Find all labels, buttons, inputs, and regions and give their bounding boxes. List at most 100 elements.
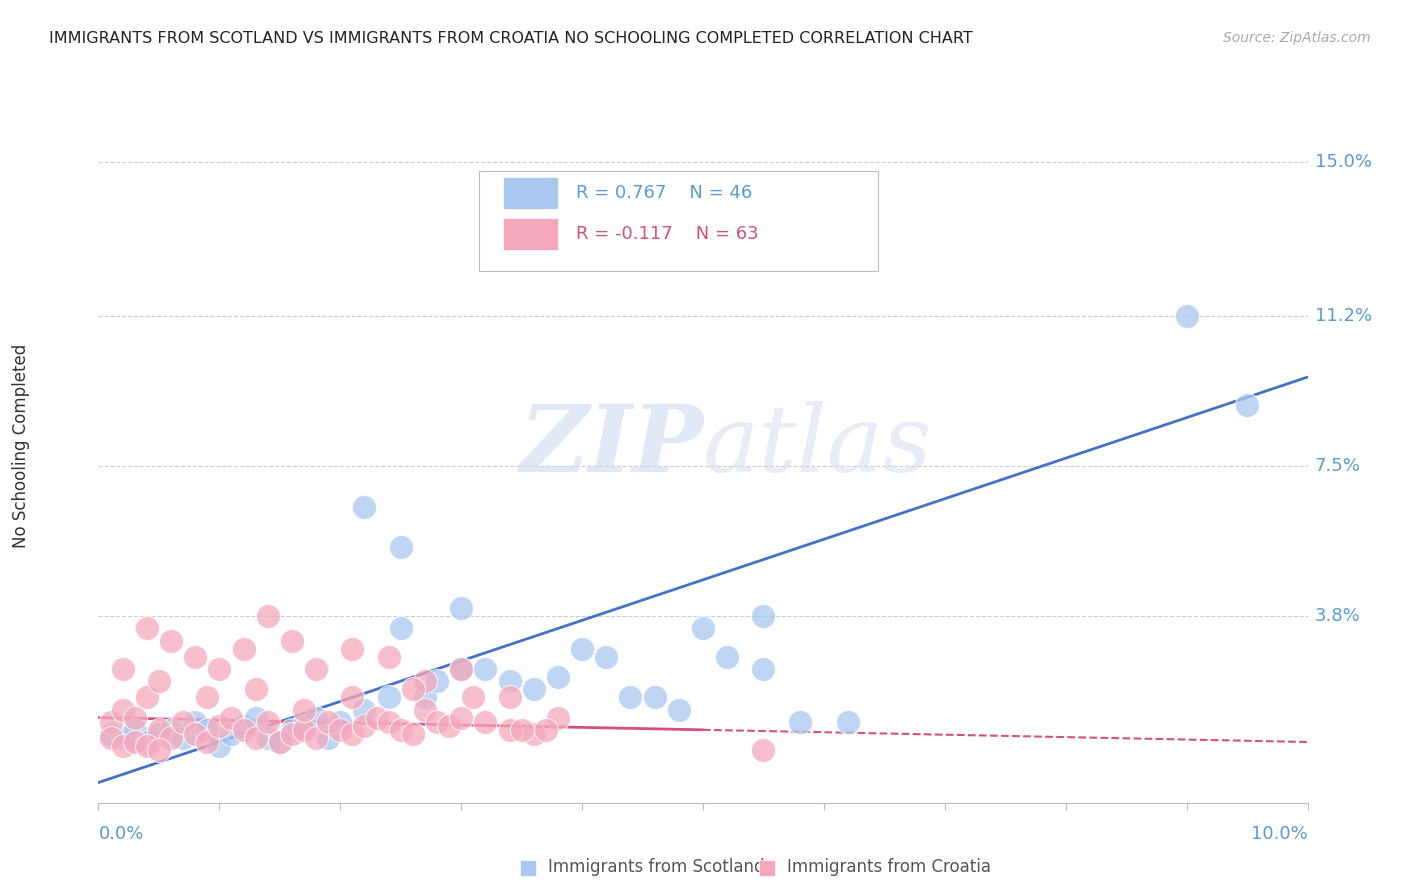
Point (353, 702, 375, 716)
Point (510, 723, 533, 737)
Text: 10.0%: 10.0% (1251, 825, 1308, 843)
Point (534, 723, 557, 737)
Point (245, 731, 267, 745)
Point (111, 662, 134, 676)
Text: atlas: atlas (703, 401, 932, 491)
Point (100, 731, 122, 745)
Text: IMMIGRANTS FROM SCOTLAND VS IMMIGRANTS FROM CROATIA NO SCHOOLING COMPLETED CORRE: IMMIGRANTS FROM SCOTLAND VS IMMIGRANTS F… (49, 31, 973, 46)
Point (269, 735, 291, 749)
Point (245, 682, 267, 697)
Point (426, 714, 449, 729)
Point (342, 690, 364, 705)
Point (450, 601, 472, 615)
Point (245, 711, 267, 725)
Point (256, 731, 278, 745)
Point (752, 662, 775, 676)
Point (256, 714, 278, 729)
Point (135, 735, 157, 749)
Point (281, 633, 304, 648)
Point (789, 714, 811, 729)
Point (450, 662, 472, 676)
Point (389, 622, 412, 636)
Text: R = -0.117    N = 63: R = -0.117 N = 63 (576, 225, 759, 243)
Point (413, 690, 436, 705)
Point (281, 727, 304, 741)
Point (148, 674, 170, 689)
Point (426, 674, 449, 689)
Text: R = 0.767    N = 46: R = 0.767 N = 46 (576, 185, 752, 202)
Point (498, 690, 520, 705)
Point (450, 662, 472, 676)
Point (160, 731, 183, 745)
Point (668, 702, 690, 716)
Text: 3.8%: 3.8% (1315, 607, 1361, 625)
Point (523, 682, 546, 697)
Text: Source: ZipAtlas.com: Source: ZipAtlas.com (1223, 31, 1371, 45)
Point (837, 714, 859, 729)
Bar (503, 177, 558, 209)
Point (100, 727, 122, 741)
Point (353, 500, 375, 514)
Point (221, 711, 243, 725)
Point (523, 727, 546, 741)
Point (377, 649, 399, 664)
Point (281, 723, 304, 737)
Point (474, 714, 496, 729)
Point (124, 723, 146, 737)
Point (124, 711, 146, 725)
Point (184, 714, 207, 729)
Point (148, 727, 170, 741)
Point (644, 690, 666, 705)
Point (329, 714, 352, 729)
Point (316, 731, 339, 745)
Text: Immigrants from Scotland: Immigrants from Scotland (547, 858, 763, 876)
Point (547, 670, 569, 684)
Point (184, 727, 207, 741)
Point (353, 719, 375, 733)
Point (160, 723, 183, 737)
Text: 0.0%: 0.0% (98, 825, 143, 843)
Point (413, 702, 436, 716)
Point (221, 727, 243, 741)
Point (292, 723, 315, 737)
Point (208, 739, 231, 753)
Point (208, 719, 231, 733)
Point (111, 739, 134, 753)
Point (135, 690, 157, 705)
Point (716, 649, 738, 664)
Point (256, 609, 278, 624)
Point (305, 731, 328, 745)
Point (124, 735, 146, 749)
Point (232, 723, 254, 737)
Point (195, 723, 218, 737)
Point (389, 541, 412, 555)
Point (135, 739, 157, 753)
Point (316, 714, 339, 729)
Point (377, 690, 399, 705)
Text: 7.5%: 7.5% (1315, 458, 1361, 475)
Point (269, 735, 291, 749)
Point (305, 711, 328, 725)
Point (148, 743, 170, 757)
Point (329, 723, 352, 737)
Point (111, 731, 134, 745)
Point (232, 719, 254, 733)
Point (100, 714, 122, 729)
Point (1175, 310, 1198, 324)
Point (111, 702, 134, 716)
Point (195, 735, 218, 749)
Text: ZIP: ZIP (519, 401, 703, 491)
Point (232, 641, 254, 656)
Point (342, 641, 364, 656)
Point (402, 727, 425, 741)
Text: 11.2%: 11.2% (1315, 307, 1372, 326)
Point (547, 711, 569, 725)
Point (389, 723, 412, 737)
Point (172, 714, 194, 729)
Point (498, 723, 520, 737)
Point (463, 690, 485, 705)
Bar (503, 218, 558, 250)
Point (571, 641, 593, 656)
Point (474, 662, 496, 676)
Point (292, 719, 315, 733)
